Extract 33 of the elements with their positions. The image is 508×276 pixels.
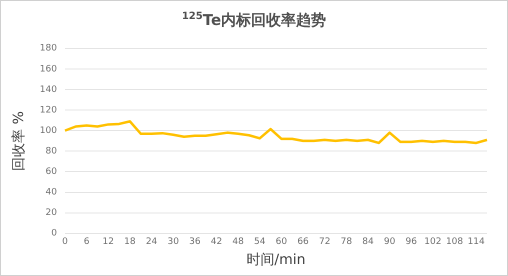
- chart-title: $^{125}$Te内标回收率趋势: [180, 11, 328, 30]
- x-tick-label: 108: [446, 237, 464, 248]
- x-tick-label: 18: [124, 237, 136, 248]
- x-axis-title: 时间/min: [246, 252, 306, 268]
- x-tick-label: 102: [424, 237, 442, 248]
- x-tick-label: 90: [384, 237, 396, 248]
- y-tick-label: 180: [40, 44, 58, 54]
- y-tick-label: 20: [46, 208, 58, 218]
- y-axis-title: 回收率 %: [11, 111, 28, 171]
- x-tick-label: 24: [146, 237, 158, 248]
- x-tick-label: 84: [362, 237, 374, 248]
- y-tick-label: 100: [40, 126, 58, 136]
- x-tick-label: 78: [340, 237, 352, 248]
- y-tick-label: 80: [46, 146, 58, 157]
- x-tick-label: 114: [468, 237, 486, 248]
- x-tick-label: 66: [297, 237, 310, 248]
- x-tick-label: 6: [84, 237, 90, 248]
- x-tick-label: 42: [210, 237, 222, 248]
- y-tick-label: 140: [40, 84, 58, 95]
- x-tick-label: 96: [406, 237, 418, 248]
- x-tick-label: 60: [276, 237, 288, 248]
- x-tick-label: 48: [232, 237, 244, 248]
- y-tick-label: 160: [40, 64, 58, 74]
- y-tick-label: 0: [51, 228, 58, 239]
- x-tick-label: 72: [318, 237, 330, 248]
- x-tick-label: 54: [254, 237, 266, 248]
- x-tick-label: 36: [189, 237, 201, 248]
- y-tick-label: 40: [46, 188, 58, 198]
- y-tick-label: 120: [40, 105, 58, 116]
- x-tick-label: 0: [62, 237, 68, 248]
- y-tick-label: 60: [46, 167, 58, 178]
- x-tick-label: 30: [167, 237, 180, 248]
- x-tick-label: 12: [102, 237, 114, 248]
